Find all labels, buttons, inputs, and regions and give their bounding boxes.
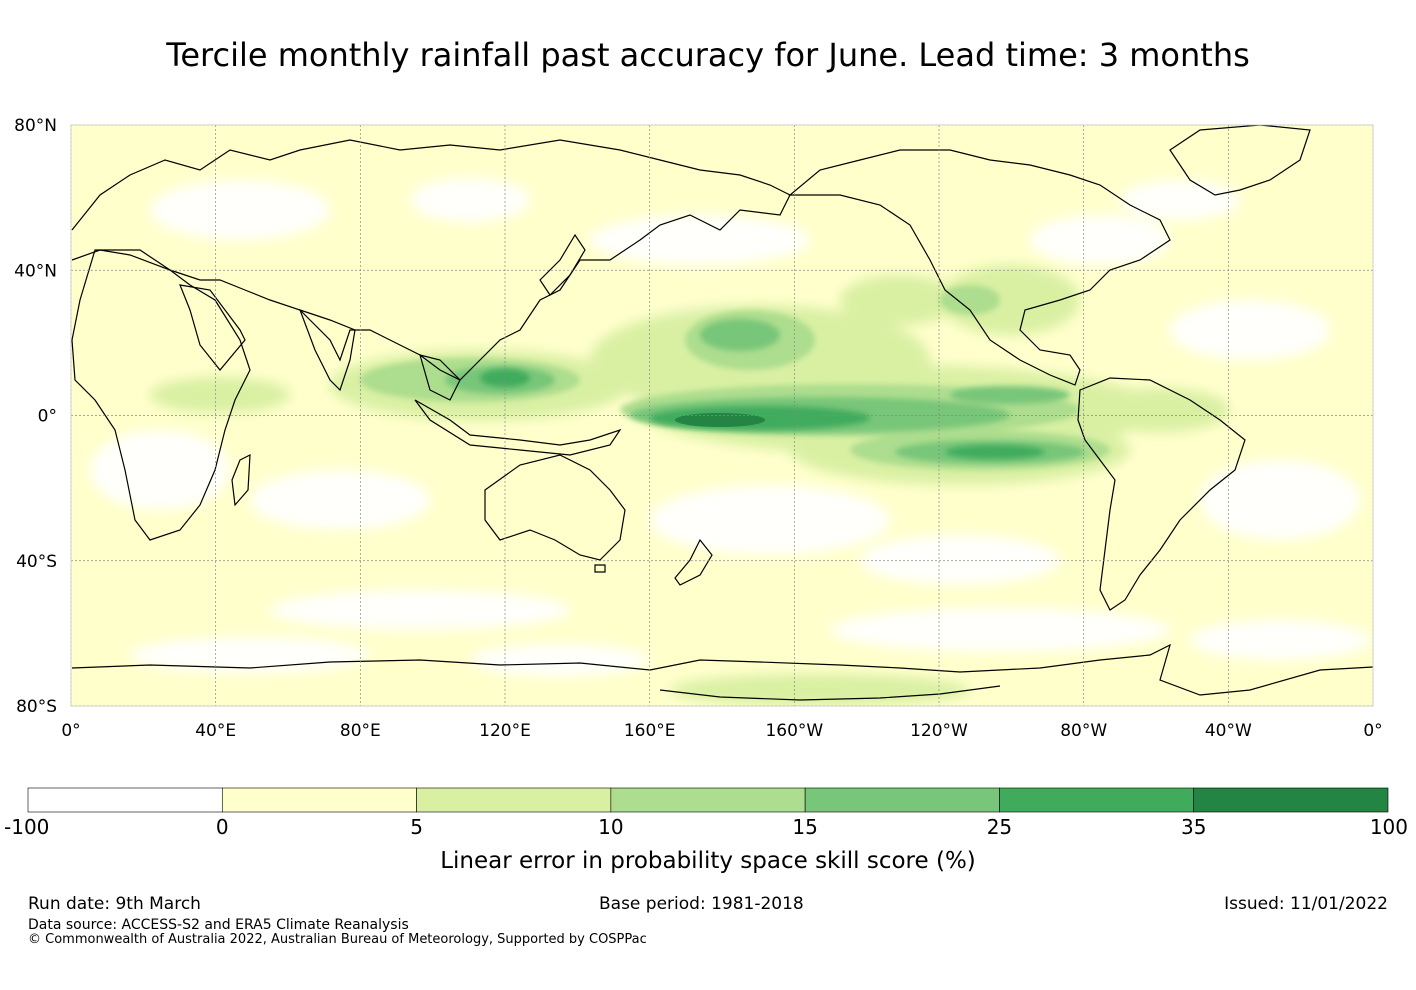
legend-color-box (416, 787, 612, 813)
longitude-label: 160°E (624, 721, 676, 741)
latitude-label: 80°N (14, 116, 57, 136)
legend-tick-labels: -100 0 5 10 15 25 35 100 (4, 815, 1408, 839)
latitude-label: 40°N (14, 261, 57, 281)
base-period: Base period: 1981-2018 (599, 894, 804, 914)
longitude-labels: 0° 40°E 80°E 120°E 160°E 160°W 120°W 80°W 40°W 0° (61, 721, 1382, 741)
longitude-label: 80°W (1060, 721, 1107, 741)
legend-tick-label: 5 (410, 815, 423, 839)
legend-title: Linear error in probability space skill … (440, 848, 976, 874)
map-frame (70, 124, 1374, 707)
legend-colorbar (27, 787, 1389, 813)
run-date: Run date: 9th March (28, 894, 201, 914)
longitude-label: 160°W (765, 721, 823, 741)
longitude-label: 0° (61, 721, 80, 741)
legend-tick-label: 25 (987, 815, 1012, 839)
latitude-labels: 80°N 40°N 0° 40°S 80°S (14, 116, 57, 717)
legend-color-box (999, 787, 1195, 813)
longitude-label: 40°W (1205, 721, 1252, 741)
latitude-label: 40°S (16, 552, 57, 572)
legend-tick-label: 10 (598, 815, 623, 839)
legend-color-box (221, 787, 417, 813)
page-title: Tercile monthly rainfall past accuracy f… (166, 36, 1250, 74)
longitude-label: 120°W (910, 721, 968, 741)
longitude-label: 0° (1363, 721, 1382, 741)
legend-tick-label: 15 (792, 815, 817, 839)
issued-date: Issued: 11/01/2022 (1224, 894, 1388, 914)
legend-tick-label: 100 (1370, 815, 1408, 839)
longitude-label: 120°E (479, 721, 531, 741)
legend-tick-label: -100 (4, 815, 49, 839)
longitude-label: 40°E (195, 721, 236, 741)
legend-tick-label: 35 (1181, 815, 1206, 839)
copyright: © Commonwealth of Australia 2022, Austra… (28, 932, 647, 947)
longitude-label: 80°E (340, 721, 381, 741)
legend-color-box (610, 787, 806, 813)
latitude-label: 80°S (16, 697, 57, 717)
data-source: Data source: ACCESS-S2 and ERA5 Climate … (28, 917, 409, 933)
legend-color-box (804, 787, 1000, 813)
skill-field (71, 125, 1373, 706)
latitude-label: 0° (38, 407, 57, 427)
legend-color-box (1193, 787, 1389, 813)
legend-color-box (27, 787, 223, 813)
legend-tick-label: 0 (216, 815, 229, 839)
